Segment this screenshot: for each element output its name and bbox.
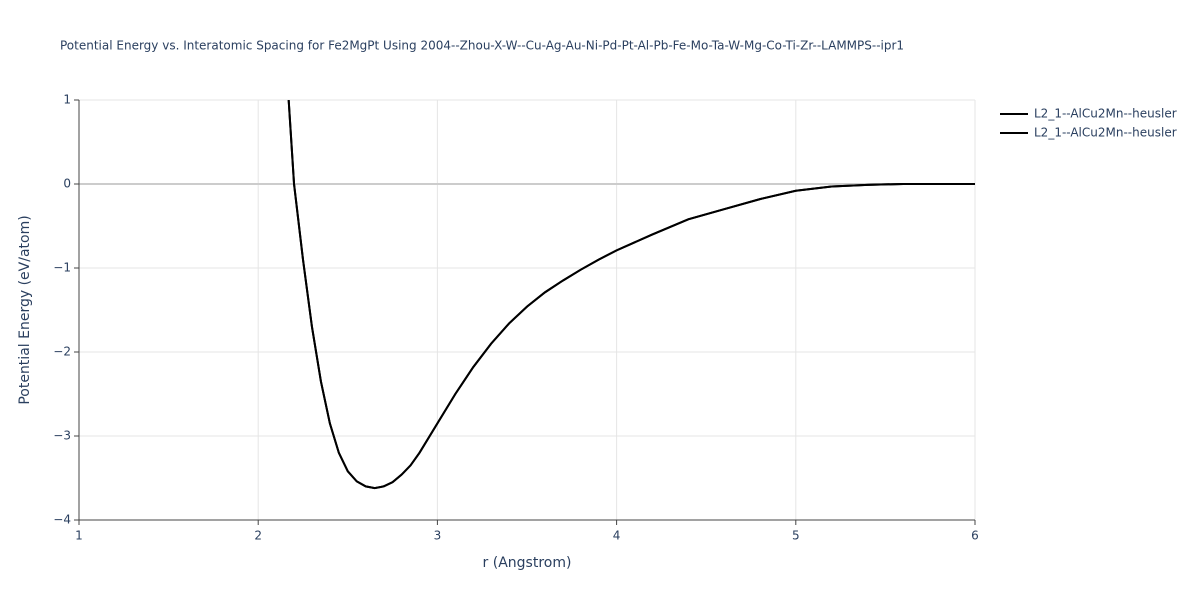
y-tick-label: −2	[53, 345, 71, 359]
x-axis-title: r (Angstrom)	[483, 555, 572, 571]
y-tick-label: −1	[53, 261, 71, 275]
y-axis-title: Potential Energy (eV/atom)	[17, 215, 33, 404]
line-series	[287, 100, 975, 490]
x-tick-label: 6	[971, 529, 979, 543]
legend-label: L2_1--AlCu2Mn--heusler	[1034, 126, 1177, 140]
y-tick-label: 0	[63, 177, 71, 191]
line-series	[287, 100, 975, 490]
y-tick-label: 1	[63, 93, 71, 107]
x-tick-label: 3	[434, 529, 442, 543]
x-tick-label: 4	[613, 529, 621, 543]
y-tick-label: −4	[53, 513, 71, 527]
y-tick-label: −3	[53, 429, 71, 443]
chart-title: Potential Energy vs. Interatomic Spacing…	[60, 39, 904, 53]
x-tick-label: 5	[792, 529, 800, 543]
x-tick-label: 2	[254, 529, 262, 543]
legend-label: L2_1--AlCu2Mn--heusler	[1034, 107, 1177, 121]
x-tick-label: 1	[75, 529, 83, 543]
